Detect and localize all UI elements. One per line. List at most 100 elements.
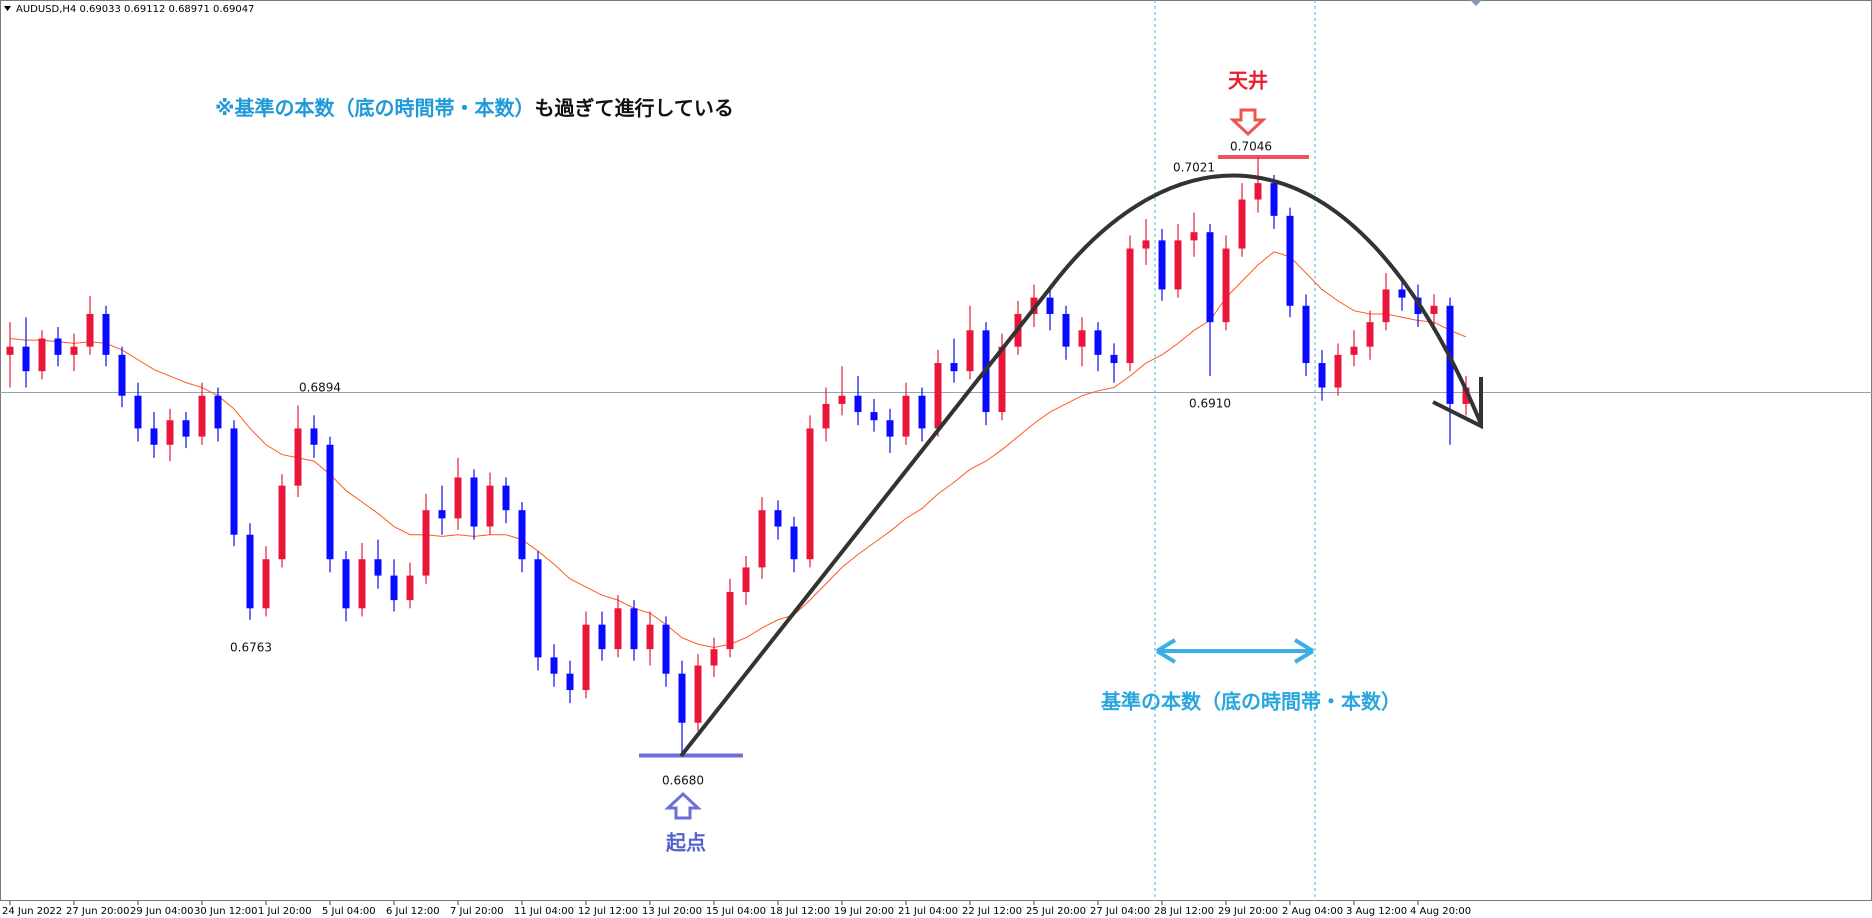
candle-body (582, 624, 590, 691)
candle-body (166, 420, 174, 445)
x-tick-label: 28 Jul 12:00 (1154, 906, 1214, 917)
x-tick-label: 5 Jul 04:00 (322, 906, 376, 917)
candle-body (950, 363, 958, 372)
candle-body (1158, 240, 1166, 290)
x-tick-label: 24 Jun 2022 (2, 906, 62, 917)
candle-body (102, 313, 110, 355)
candle-body (1398, 289, 1406, 298)
note: ※基準の本数（底の時間帯・本数）も過ぎて進行している (215, 96, 734, 120)
start-arrow (664, 791, 702, 820)
x-tick-label: 21 Jul 04:00 (898, 906, 958, 917)
x-tick-label: 13 Jul 20:00 (642, 906, 702, 917)
candle-body (230, 428, 238, 535)
candle-body (1350, 346, 1358, 355)
candle-body (406, 575, 414, 601)
candle-body (1110, 354, 1118, 364)
candle-body (358, 559, 366, 609)
x-tick-label: 29 Jun 04:00 (130, 906, 194, 917)
candle-body (662, 624, 670, 674)
candle-body (1094, 330, 1102, 355)
note-highlight: 基準の本数（底の時間帯・本数） (234, 96, 534, 120)
candle-body (1286, 215, 1294, 306)
x-tick-label: 4 Aug 20:00 (1410, 906, 1471, 917)
candle-body (374, 559, 382, 576)
candle-body (758, 510, 766, 568)
candle-body (1062, 313, 1070, 347)
x-tick-label: 29 Jul 20:00 (1218, 906, 1278, 917)
chart-title: AUDUSD,H4 0.69033 0.69112 0.68971 0.6904… (16, 4, 254, 15)
candle-body (614, 608, 622, 650)
x-tick-label: 3 Aug 12:00 (1346, 906, 1407, 917)
x-tick-label: 25 Jul 20:00 (1026, 906, 1086, 917)
candle-body (694, 665, 702, 723)
x-tick-label: 19 Jul 20:00 (834, 906, 894, 917)
candle-body (22, 346, 30, 372)
candle-body (1126, 248, 1134, 364)
x-tick-label: 7 Jul 20:00 (450, 906, 504, 917)
candle-body (998, 346, 1006, 413)
note-prefix: ※ (215, 96, 234, 120)
span-arrow (1155, 638, 1315, 664)
candle-body (854, 395, 862, 413)
trend-arc (679, 173, 1483, 758)
candle-body (934, 363, 942, 429)
x-tick-label: 15 Jul 04:00 (706, 906, 766, 917)
candle-body (1174, 240, 1182, 290)
candle-body (550, 657, 558, 674)
candle-body (774, 510, 782, 527)
candle-body (1222, 248, 1230, 323)
price-label: 0.7021 (1173, 161, 1215, 175)
menu-triangle (4, 6, 11, 11)
candle-body (1142, 240, 1150, 249)
candle-body (1046, 297, 1054, 314)
candle-body (70, 346, 78, 355)
candle-body (806, 428, 814, 560)
candle-body (710, 649, 718, 666)
top-label: 天井 (1228, 69, 1268, 93)
candle-body (646, 624, 654, 650)
x-tick-label: 6 Jul 12:00 (386, 906, 440, 917)
candle-body (1382, 289, 1390, 323)
candle-body (54, 338, 62, 355)
candle-body (134, 395, 142, 429)
candle-body (1254, 183, 1262, 200)
candle-body (502, 485, 510, 511)
candle-body (118, 354, 126, 396)
x-tick-label: 12 Jul 12:00 (578, 906, 638, 917)
candle-body (486, 485, 494, 527)
candle-body (1334, 354, 1342, 388)
candle-body (278, 485, 286, 560)
note-rest: も過ぎて進行している (534, 96, 733, 120)
candle-body (438, 510, 446, 519)
x-tick-label: 1 Jul 20:00 (258, 906, 312, 917)
candle-body (790, 526, 798, 560)
candle-body (38, 338, 46, 372)
candle-body (1078, 330, 1086, 347)
candle-body (310, 428, 318, 445)
price-label: 0.6680 (662, 774, 704, 788)
candle-body (1270, 183, 1278, 216)
candle-body (1366, 322, 1374, 347)
candle-body (678, 673, 686, 723)
candle-body (1462, 387, 1470, 404)
candle-body (742, 567, 750, 592)
candle-body (870, 412, 878, 421)
x-tick-label: 30 Jun 12:00 (194, 906, 258, 917)
x-tick-label: 11 Jul 04:00 (514, 906, 574, 917)
candle-body (1302, 305, 1310, 364)
candle-body (726, 591, 734, 650)
candle-body (966, 330, 974, 372)
candle-body (534, 559, 542, 658)
price-label: 0.7046 (1230, 140, 1272, 154)
top-arrow (1229, 108, 1267, 137)
candle-body (182, 420, 190, 437)
candle-body (630, 608, 638, 650)
candle-body (1238, 199, 1246, 249)
candle-body (822, 403, 830, 429)
candle-body (454, 477, 462, 519)
start-label: 起点 (665, 831, 706, 855)
span-label: 基準の本数（底の時間帯・本数） (1101, 690, 1401, 714)
candle-body (918, 395, 926, 429)
candle-body (246, 534, 254, 609)
